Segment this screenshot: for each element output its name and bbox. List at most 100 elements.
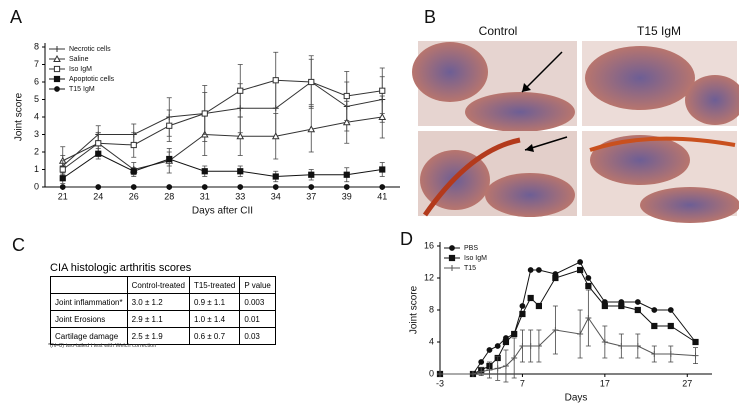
- point: [449, 265, 455, 271]
- point: [511, 355, 518, 361]
- panel-label: B: [424, 7, 436, 27]
- y-tick-label: 8: [34, 41, 39, 51]
- point: [308, 171, 315, 178]
- point: [651, 322, 658, 330]
- point: [95, 140, 102, 147]
- y-tick-label: 7: [34, 59, 39, 69]
- x-axis-title: Days: [565, 393, 588, 404]
- y-tick-label: 4: [34, 111, 39, 121]
- legend-label: Apoptotic cells: [69, 76, 115, 83]
- point: [59, 175, 66, 182]
- point: [469, 371, 476, 377]
- point: [343, 171, 350, 178]
- point: [343, 184, 350, 190]
- y-tick-label: 1: [34, 164, 39, 174]
- cell: 2.5 ± 1.9: [126, 327, 190, 345]
- point: [634, 299, 641, 305]
- point: [59, 184, 66, 190]
- point: [201, 184, 208, 190]
- table-title: CIA histologic arthritis scores: [50, 262, 192, 274]
- point: [527, 294, 534, 302]
- point: [308, 184, 315, 190]
- cell: 3.0 ± 1.2: [126, 293, 190, 311]
- point: [449, 245, 455, 251]
- arrowhead: [522, 83, 531, 92]
- y-tick-label: 0: [34, 181, 39, 191]
- point: [502, 338, 510, 346]
- series-line: [62, 81, 383, 167]
- cell: 0.01: [239, 310, 276, 328]
- point: [166, 155, 173, 163]
- point: [634, 343, 641, 349]
- x-tick-label: 26: [129, 191, 139, 201]
- point: [379, 184, 386, 190]
- point: [201, 168, 208, 175]
- x-tick-label: 41: [377, 191, 387, 201]
- header-cell: P value: [239, 276, 276, 294]
- point: [585, 282, 592, 290]
- y-tick-label: 6: [34, 76, 39, 86]
- point: [95, 150, 102, 157]
- point: [478, 368, 485, 375]
- legend-label: Necrotic cells: [69, 46, 111, 53]
- point: [692, 338, 699, 346]
- header-cell: [50, 276, 128, 294]
- point: [166, 184, 173, 190]
- x-tick-label: 7: [520, 378, 525, 388]
- point: [601, 339, 608, 345]
- cell: Cartilage damage: [50, 327, 128, 345]
- point: [519, 310, 526, 318]
- y-axis-title: Joint score: [409, 285, 420, 334]
- cell: 1.0 ± 1.4: [188, 310, 241, 328]
- header-row: Control-treated T15-treated P value: [50, 276, 276, 294]
- cell: Joint Erosions: [50, 310, 128, 328]
- x-tick-label: 31: [200, 191, 210, 201]
- series-line: [62, 116, 383, 171]
- point: [59, 166, 66, 173]
- point: [378, 112, 387, 120]
- header-cell: T15-treated: [188, 276, 241, 294]
- x-tick-label: 33: [235, 191, 245, 201]
- legend-label: T15 IgM: [69, 86, 95, 93]
- y-tick-label: 12: [424, 272, 434, 282]
- point: [601, 302, 608, 310]
- legend-label: T15: [464, 265, 476, 272]
- point: [166, 122, 173, 129]
- point: [272, 184, 279, 190]
- x-tick-label: 21: [58, 191, 68, 201]
- point: [130, 168, 137, 175]
- series-line: [62, 79, 383, 170]
- legend-label: Iso IgM: [69, 66, 92, 73]
- row: Joint Erosions 2.9 ± 1.1 1.0 ± 1.4 0.01: [50, 310, 276, 328]
- panel-label: A: [10, 7, 22, 27]
- point: [527, 267, 534, 273]
- histology-images: [412, 41, 739, 223]
- point: [577, 331, 584, 337]
- point: [478, 359, 485, 365]
- cell: 0.6 ± 0.7: [188, 327, 241, 345]
- legend-label: Saline: [69, 56, 89, 63]
- arrowhead: [525, 144, 534, 152]
- series-line: [62, 153, 383, 179]
- series-line: [440, 269, 696, 375]
- point: [342, 118, 351, 126]
- point: [577, 259, 584, 265]
- point: [667, 351, 674, 357]
- point: [667, 307, 674, 313]
- column-title: Control: [479, 24, 518, 38]
- point: [667, 322, 674, 330]
- x-tick-label: -3: [436, 378, 444, 388]
- footnote: *(N=8) two-tailed t test with Welch corr…: [48, 343, 157, 349]
- point: [307, 125, 316, 133]
- point: [634, 306, 641, 314]
- point: [236, 132, 245, 140]
- point: [651, 307, 658, 313]
- series-line: [440, 261, 696, 375]
- point: [692, 352, 699, 359]
- point: [519, 303, 526, 309]
- score-table: Control-treated T15-treated P value Join…: [50, 276, 276, 345]
- point: [527, 343, 534, 349]
- point: [201, 110, 208, 117]
- point: [486, 367, 493, 373]
- point: [535, 302, 543, 310]
